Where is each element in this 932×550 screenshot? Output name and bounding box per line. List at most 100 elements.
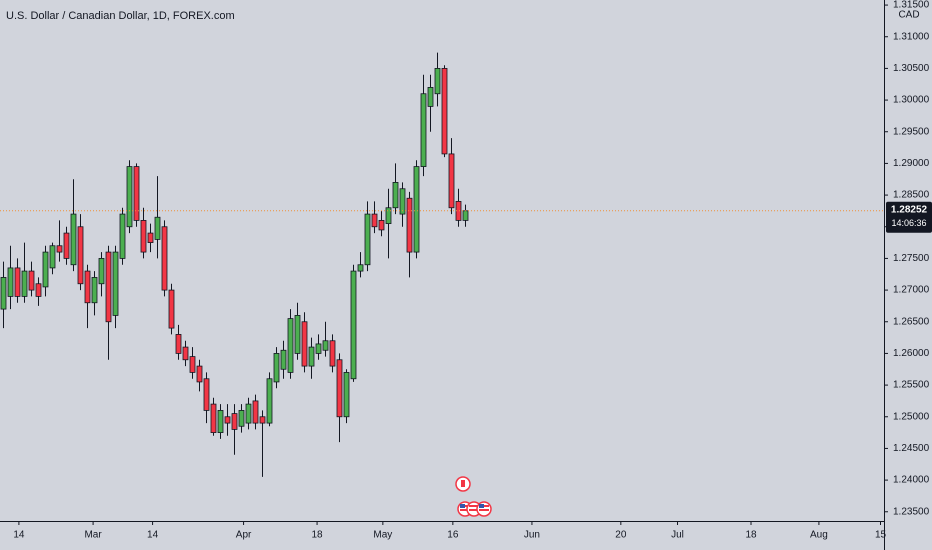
candle-body bbox=[399, 188, 406, 215]
y-tick-label: 1.25500 bbox=[893, 380, 930, 391]
y-tick-label: 1.26000 bbox=[893, 348, 930, 359]
candle-body bbox=[0, 277, 7, 310]
candle-body bbox=[280, 349, 287, 370]
candle-body bbox=[210, 403, 217, 433]
candle-body bbox=[350, 270, 357, 380]
candle-body bbox=[182, 346, 189, 361]
candle-body bbox=[420, 93, 427, 167]
candle-body bbox=[154, 216, 161, 240]
x-tick-label: Aug bbox=[810, 530, 828, 541]
x-tick-label: Mar bbox=[84, 530, 102, 541]
candle-body bbox=[343, 372, 350, 418]
x-tick-label: Jul bbox=[671, 530, 684, 541]
candle-body bbox=[112, 251, 119, 316]
candle-body bbox=[133, 166, 140, 221]
candle-body bbox=[224, 416, 231, 424]
y-tick-label: 1.27000 bbox=[893, 285, 930, 296]
candle-body bbox=[168, 289, 175, 329]
candle-body bbox=[294, 315, 301, 354]
chart-title: U.S. Dollar / Canadian Dollar, 1D, FOREX… bbox=[6, 10, 235, 22]
candle-body bbox=[63, 232, 70, 259]
candle-body bbox=[406, 197, 413, 253]
x-tick-label: May bbox=[373, 530, 392, 541]
x-tick-label: 20 bbox=[615, 530, 627, 541]
countdown: 14:06:36 bbox=[891, 218, 926, 228]
y-tick-label: 1.29000 bbox=[893, 158, 930, 169]
candle-body bbox=[315, 343, 322, 354]
y-tick-label: 1.26500 bbox=[893, 316, 930, 327]
candle-body bbox=[392, 182, 399, 209]
x-tick-label: 18 bbox=[312, 530, 324, 541]
x-tick-label: 15 bbox=[875, 530, 887, 541]
candle-body bbox=[84, 270, 91, 304]
flag-part bbox=[469, 509, 479, 511]
candle-body bbox=[203, 378, 210, 411]
candle-body bbox=[35, 283, 42, 297]
x-tick-label: 18 bbox=[745, 530, 757, 541]
candle-body bbox=[49, 245, 56, 269]
currency: CAD bbox=[898, 10, 919, 21]
candle-body bbox=[21, 270, 28, 297]
candle-body bbox=[427, 87, 434, 107]
candle-body bbox=[245, 403, 252, 424]
x-tick-label: 14 bbox=[13, 530, 25, 541]
candle-body bbox=[434, 68, 441, 95]
x-tick-label: 16 bbox=[447, 530, 459, 541]
y-tick-label: 1.30500 bbox=[893, 63, 930, 74]
candle-body bbox=[77, 226, 84, 285]
flag-part bbox=[469, 505, 479, 507]
y-tick-label: 1.31500 bbox=[893, 0, 930, 11]
y-tick-label: 1.25000 bbox=[893, 411, 930, 422]
y-tick-label: 1.23500 bbox=[893, 506, 930, 517]
y-tick-label: 1.28500 bbox=[893, 190, 930, 201]
candle-body bbox=[308, 346, 315, 367]
y-tick-label: 1.29500 bbox=[893, 126, 930, 137]
x-tick-label: Jun bbox=[524, 530, 540, 541]
candle-body bbox=[140, 220, 147, 253]
candle-body bbox=[7, 267, 14, 297]
candle-body bbox=[364, 213, 371, 266]
candle-body bbox=[189, 356, 196, 373]
candle-body bbox=[385, 207, 392, 224]
candle-body bbox=[175, 334, 182, 354]
candle-body bbox=[196, 365, 203, 383]
candle-body bbox=[441, 68, 448, 155]
candle-body bbox=[238, 410, 245, 427]
flag-part bbox=[479, 509, 489, 511]
candle-body bbox=[91, 277, 98, 304]
flag-part bbox=[460, 504, 465, 508]
y-tick-label: 1.31000 bbox=[893, 31, 930, 42]
event-icons bbox=[455, 476, 492, 517]
candle-body bbox=[126, 166, 133, 228]
candle-body bbox=[273, 353, 280, 383]
candle-body bbox=[98, 258, 105, 285]
flag-part bbox=[461, 480, 465, 487]
candle-body bbox=[56, 245, 63, 253]
candle-body bbox=[448, 153, 455, 209]
candle-body bbox=[371, 213, 378, 228]
flag-part bbox=[479, 504, 484, 508]
candle-body bbox=[70, 213, 77, 266]
flag-part bbox=[460, 509, 470, 511]
x-tick-label: Apr bbox=[236, 530, 252, 541]
candle-body bbox=[336, 359, 343, 418]
y-tick-label: 1.24500 bbox=[893, 443, 930, 454]
candle-body bbox=[14, 267, 21, 297]
candle-body bbox=[462, 210, 469, 221]
candle-body bbox=[378, 220, 385, 231]
last-price: 1.28252 bbox=[891, 204, 928, 215]
candle-body bbox=[266, 378, 273, 424]
candle-body bbox=[119, 213, 126, 259]
candle-body bbox=[259, 416, 266, 424]
x-tick-label: 14 bbox=[147, 530, 159, 541]
candle-body bbox=[322, 340, 329, 351]
candle-body bbox=[42, 251, 49, 288]
y-tick-label: 1.24000 bbox=[893, 475, 930, 486]
candle-body bbox=[301, 321, 308, 367]
candle-body bbox=[105, 251, 112, 323]
candle-body bbox=[329, 340, 336, 367]
plot-area bbox=[0, 52, 884, 477]
candle-body bbox=[252, 400, 259, 424]
